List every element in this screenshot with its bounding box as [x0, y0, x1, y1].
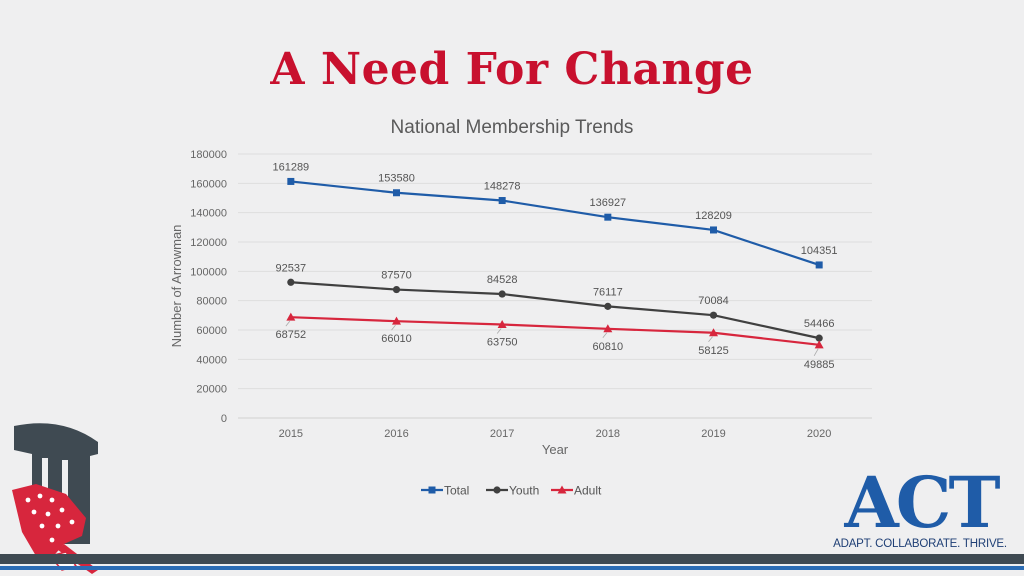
data-label: 148278 [484, 181, 521, 193]
data-point-marker [604, 213, 612, 221]
data-label-leader [496, 328, 502, 334]
grid-lines [238, 153, 872, 419]
act-logo-tagline: ADAPT. COLLABORATE. THRIVE. [833, 538, 1007, 550]
data-point-marker [815, 334, 823, 342]
y-tick-label: 160000 [190, 178, 227, 190]
data-labels: 161289 153580 148278 136927 128209 104351 9253… [272, 161, 837, 370]
legend-item-total: Total [444, 484, 469, 498]
emblem-dot [59, 507, 65, 513]
data-point-marker [557, 485, 567, 494]
data-label: 153580 [378, 173, 415, 185]
emblem-dot [69, 519, 75, 525]
data-label-leader [813, 348, 819, 357]
data-label: 70084 [698, 295, 729, 307]
data-label: 136927 [589, 197, 626, 209]
data-label: 161289 [272, 161, 309, 173]
x-axis-label: Year [542, 442, 569, 457]
data-point-marker [498, 290, 506, 298]
data-label-leader [708, 336, 713, 342]
data-point-marker [392, 316, 401, 325]
emblem-dot [49, 497, 55, 503]
data-label: 60810 [593, 341, 624, 353]
legend-item-adult: Adult [574, 484, 602, 498]
emblem-dot [45, 511, 51, 517]
data-label-leader [285, 320, 291, 327]
x-tick-label: 2020 [807, 428, 831, 440]
y-tick-label: 120000 [190, 237, 227, 249]
data-point-marker [604, 302, 612, 310]
y-tick-label: 80000 [196, 296, 227, 308]
data-point-marker [286, 312, 296, 321]
x-tick-label: 2017 [490, 428, 514, 440]
data-label: 128209 [695, 210, 732, 222]
data-point-marker [393, 189, 400, 197]
y-axis-label: Number of Arrowman [169, 225, 184, 348]
emblem-dot [25, 497, 31, 503]
emblem-dot [49, 537, 55, 543]
x-tick-label: 2018 [596, 428, 620, 440]
emblem-dot [39, 523, 45, 529]
data-point-marker [498, 197, 506, 205]
series-line-youth [290, 281, 820, 340]
data-label: 92537 [276, 262, 307, 274]
legend-item-youth: Youth [509, 484, 539, 498]
chart-legend: Total Youth Adult [421, 484, 602, 498]
y-tick-label: 180000 [190, 149, 227, 161]
act-logo-word: ACT [844, 461, 1000, 544]
data-point-marker [428, 486, 436, 494]
data-point-marker [287, 278, 295, 286]
data-label: 58125 [698, 345, 729, 357]
data-point-marker [709, 328, 718, 337]
emblem-dot [55, 523, 61, 529]
x-tick-label: 2015 [279, 428, 303, 440]
series-line-total [290, 180, 820, 266]
data-point-marker [709, 311, 718, 319]
data-point-marker [493, 486, 501, 494]
data-label: 104351 [801, 245, 838, 257]
arrow-emblem-logo [12, 423, 98, 574]
y-axis-ticks: 0 20000 40000 60000 80000 100000 120000 140000 1… [190, 149, 227, 425]
chart-title: National Membership Trends [391, 117, 634, 138]
y-tick-label: 100000 [190, 266, 227, 278]
data-label: 49885 [804, 359, 835, 371]
data-label: 84528 [487, 274, 518, 286]
footer-stripe [0, 566, 1024, 570]
data-point-marker [814, 340, 824, 349]
data-label: 63750 [487, 337, 518, 349]
slide-title: A Need For Change [270, 44, 754, 95]
data-label: 87570 [381, 270, 412, 282]
emblem-dot [31, 509, 37, 515]
data-point-marker [603, 324, 613, 333]
data-label-leader [391, 324, 396, 331]
footer-band [0, 554, 1024, 564]
y-tick-label: 40000 [196, 354, 227, 366]
series-layer [286, 177, 824, 349]
y-tick-label: 60000 [196, 325, 227, 337]
data-label: 54466 [804, 318, 835, 330]
emblem-dot [37, 493, 43, 499]
data-point-marker [287, 177, 295, 185]
y-tick-label: 20000 [196, 384, 227, 396]
y-tick-label: 140000 [190, 208, 227, 220]
data-label: 66010 [381, 333, 412, 345]
data-label: 76117 [593, 286, 623, 298]
series-line-adult [290, 316, 820, 346]
x-tick-label: 2019 [701, 428, 725, 440]
emblem-arrowhead [12, 484, 86, 560]
act-logo: ACT ADAPT. COLLABORATE. THRIVE. [826, 464, 1016, 556]
data-point-marker [815, 261, 823, 269]
x-axis-ticks: 2015 2016 2017 2018 2019 2020 [279, 428, 832, 440]
data-point-marker [392, 285, 401, 294]
data-point-marker [710, 226, 717, 234]
x-tick-label: 2016 [384, 428, 408, 440]
data-label-leader [602, 332, 608, 339]
y-tick-label: 0 [221, 413, 227, 425]
data-point-marker [497, 320, 507, 328]
data-label: 68752 [276, 329, 307, 341]
